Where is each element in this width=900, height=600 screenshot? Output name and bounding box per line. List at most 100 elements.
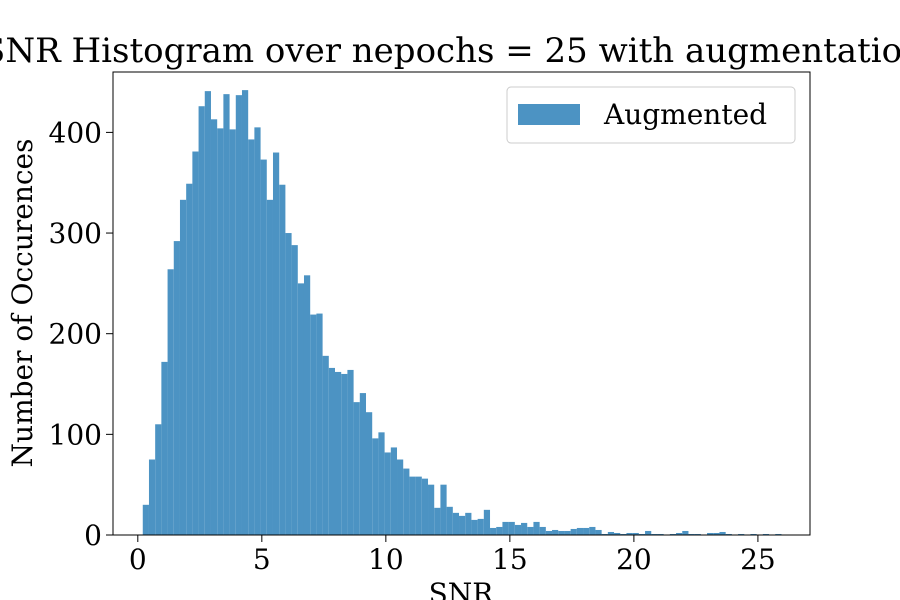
histogram-bar	[514, 524, 522, 535]
histogram-bar	[223, 94, 230, 535]
histogram-bar	[378, 432, 385, 535]
histogram-bar	[676, 532, 683, 535]
y-tick-label: 300	[49, 217, 102, 250]
histogram-bar	[310, 314, 317, 535]
histogram-bar	[719, 531, 726, 535]
histogram-bar	[341, 373, 348, 535]
histogram-bar	[583, 527, 590, 535]
histogram-bar	[428, 484, 435, 535]
histogram-bar	[645, 530, 652, 535]
histogram-bar	[142, 504, 149, 535]
histogram-bar	[738, 533, 745, 535]
plot-frame	[112, 71, 811, 536]
histogram-bar	[291, 245, 298, 535]
y-tick-label: 200	[49, 318, 102, 351]
histogram-bar	[521, 522, 528, 535]
histogram-bar	[241, 90, 249, 535]
histogram-bar	[614, 532, 621, 535]
x-tick-label: 10	[368, 543, 404, 576]
histogram-bar	[552, 529, 559, 535]
legend-swatch	[518, 104, 580, 125]
histogram-bar	[558, 530, 565, 535]
histogram-bar	[366, 412, 373, 535]
y-axis-ticks: 0 100 200 300 400	[49, 116, 113, 552]
histogram-bars	[142, 90, 782, 536]
x-axis-label: SNR	[429, 577, 495, 600]
histogram-bar	[155, 424, 162, 535]
histogram-bar	[403, 468, 410, 535]
histogram-bar	[415, 476, 422, 535]
y-tick-label: 0	[84, 519, 102, 552]
histogram-bar	[192, 151, 199, 536]
histogram-bar	[607, 531, 615, 535]
histogram-bar	[272, 152, 280, 536]
histogram-bar	[235, 95, 242, 536]
histogram-bar	[359, 393, 367, 535]
x-axis-ticks: 0 5 10 15 20 25	[129, 535, 776, 576]
histogram-bar	[440, 484, 447, 535]
histogram-bar	[589, 526, 596, 535]
histogram-bar	[186, 183, 193, 535]
histogram-bar	[347, 369, 354, 535]
x-tick-label: 25	[740, 543, 776, 576]
legend: Augmented	[506, 86, 796, 144]
histogram-bar	[173, 241, 180, 536]
histogram-bar	[409, 476, 416, 535]
histogram-bar	[397, 459, 404, 535]
histogram-bar	[620, 533, 627, 535]
histogram-bar	[601, 533, 608, 535]
x-tick-label: 20	[616, 543, 652, 576]
histogram-bar	[254, 127, 261, 535]
y-tick-label: 400	[49, 116, 102, 149]
legend-box	[506, 86, 796, 144]
histogram-bar	[353, 402, 360, 535]
histogram-bar	[527, 526, 534, 535]
histogram-bar	[669, 533, 677, 535]
histogram-bar	[167, 269, 174, 535]
histogram-bar	[539, 526, 546, 535]
histogram-bar	[297, 283, 304, 535]
y-tick-label: 100	[49, 418, 102, 451]
histogram-bar	[266, 199, 273, 536]
histogram-bar	[657, 533, 664, 535]
histogram-bar	[384, 452, 391, 535]
histogram-bar	[638, 533, 646, 535]
histogram-bar	[707, 532, 714, 535]
histogram-bar	[217, 128, 224, 535]
histogram-bar	[477, 518, 484, 535]
histogram-bar	[471, 519, 478, 535]
histogram-bar	[459, 515, 466, 535]
histogram-bar	[750, 533, 757, 535]
x-tick-label: 5	[253, 543, 271, 576]
histogram-bar	[775, 533, 782, 535]
histogram-bar	[198, 106, 205, 535]
histogram-bar	[545, 530, 553, 535]
histogram-bar	[688, 533, 695, 535]
histogram-bar	[576, 527, 584, 535]
histogram-bar	[632, 532, 639, 535]
histogram-bar	[651, 533, 658, 535]
histogram-bar	[322, 355, 329, 535]
histogram-bar	[334, 371, 342, 535]
chart-title: SNR Histogram over nepochs = 25 with aug…	[0, 31, 900, 71]
histogram-bar	[421, 478, 429, 535]
histogram-bar	[564, 530, 571, 535]
histogram-bar	[279, 184, 286, 535]
histogram-bar	[210, 119, 218, 535]
histogram-bar	[248, 139, 255, 535]
histogram-bar	[161, 361, 168, 535]
histogram-bar	[229, 129, 236, 535]
histogram-bar	[508, 521, 515, 535]
histogram-bar	[260, 159, 267, 536]
histogram-bar	[570, 528, 577, 535]
histogram-bar	[446, 506, 453, 535]
histogram-bar	[316, 313, 323, 535]
histogram-bar	[483, 509, 491, 535]
histogram-bar	[204, 91, 211, 536]
histogram-bar	[533, 521, 540, 535]
histogram-bar	[372, 438, 379, 535]
histogram-bar	[595, 529, 602, 535]
histogram-bar	[682, 530, 689, 535]
x-tick-label: 0	[129, 543, 147, 576]
